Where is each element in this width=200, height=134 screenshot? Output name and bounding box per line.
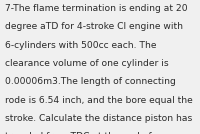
Text: traveled from TDC at the end of: traveled from TDC at the end of <box>5 132 152 134</box>
Text: clearance volume of one cylinder is: clearance volume of one cylinder is <box>5 59 169 68</box>
Text: 0.00006m3.The length of connecting: 0.00006m3.The length of connecting <box>5 77 176 86</box>
Text: rode is 6.54 inch, and the bore equal the: rode is 6.54 inch, and the bore equal th… <box>5 96 193 105</box>
Text: degree aTD for 4-stroke CI engine with: degree aTD for 4-stroke CI engine with <box>5 22 183 31</box>
Text: 7-The flame termination is ending at 20: 7-The flame termination is ending at 20 <box>5 4 188 13</box>
Text: stroke. Calculate the distance piston has: stroke. Calculate the distance piston ha… <box>5 114 192 123</box>
Text: 6-cylinders with 500cc each. The: 6-cylinders with 500cc each. The <box>5 41 156 50</box>
